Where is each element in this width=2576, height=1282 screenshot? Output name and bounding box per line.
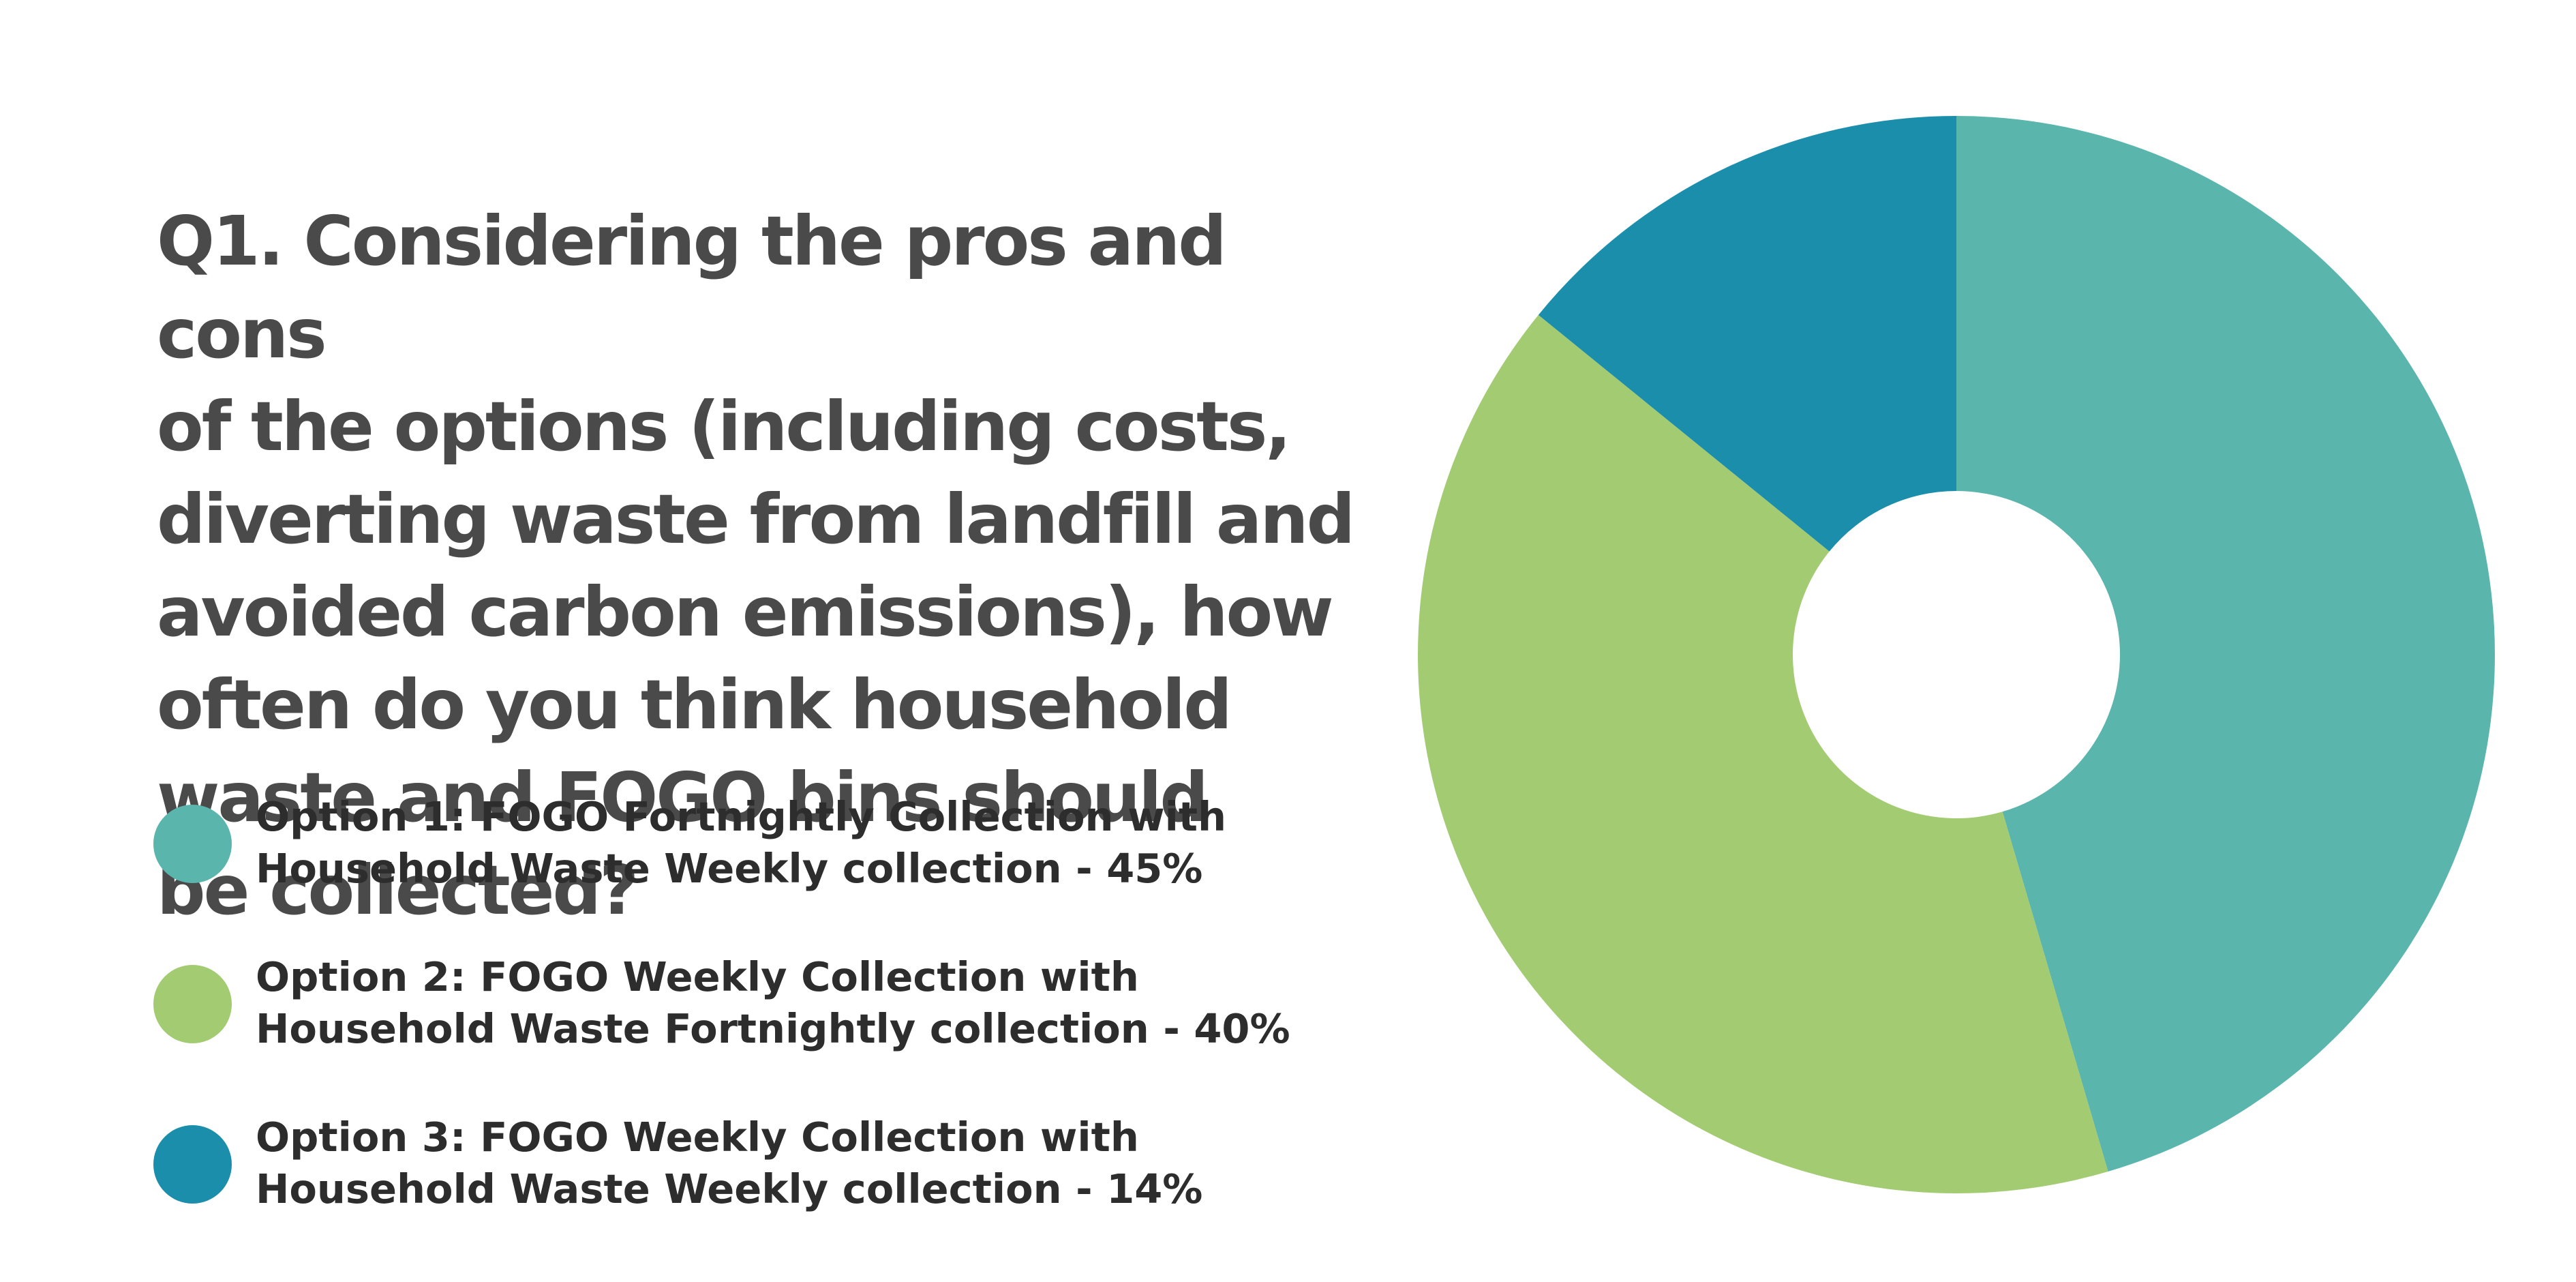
legend-label-line: Option 1: FOGO Fortnightly Collection wi… <box>256 793 1227 840</box>
legend-swatch-option-2 <box>153 965 232 1043</box>
question-line: avoided carbon emissions), how <box>157 572 1334 652</box>
legend-label-option-3: Option 3: FOGO Weekly Collection with Ho… <box>256 1112 1346 1215</box>
legend-item-option-3: Option 3: FOGO Weekly Collection with Ho… <box>153 1112 1346 1221</box>
question-title: Q1. Considering the pros and cons of the… <box>157 102 1357 937</box>
question-line: Q1. Considering the pros and cons <box>157 201 1227 374</box>
legend-swatch-option-3 <box>153 1125 232 1204</box>
pie-slice-option-1 <box>1956 116 2495 1172</box>
legend-item-option-1: Option 1: FOGO Fortnightly Collection wi… <box>153 791 1346 900</box>
pie-slice-option-3 <box>1538 116 1956 552</box>
question-line: diverting waste from landfill and <box>157 479 1355 559</box>
legend-label-line: Option 3: FOGO Weekly Collection with <box>256 1114 1139 1161</box>
legend-label-option-1: Option 1: FOGO Fortnightly Collection wi… <box>256 791 1346 895</box>
legend-label-option-2: Option 2: FOGO Weekly Collection with Ho… <box>256 951 1346 1055</box>
question-line: often do you think household <box>157 665 1232 745</box>
legend-label-line: Household Waste Fortnightly collection -… <box>256 1005 1290 1052</box>
legend-item-option-2: Option 2: FOGO Weekly Collection with Ho… <box>153 951 1346 1060</box>
legend-label-line: Household Waste Weekly collection - 14% <box>256 1165 1203 1212</box>
legend-swatch-option-1 <box>153 805 232 883</box>
question-line: waste and FOGO bins should <box>157 758 1209 837</box>
question-line: be collected? <box>157 850 639 930</box>
donut-chart <box>1418 116 2495 1193</box>
legend-label-line: Household Waste Weekly collection - 45% <box>256 845 1203 892</box>
question-line: of the options (including costs, <box>157 387 1291 466</box>
legend-label-line: Option 2: FOGO Weekly Collection with <box>256 953 1139 1000</box>
pie-slice-option-2 <box>1418 314 2108 1193</box>
